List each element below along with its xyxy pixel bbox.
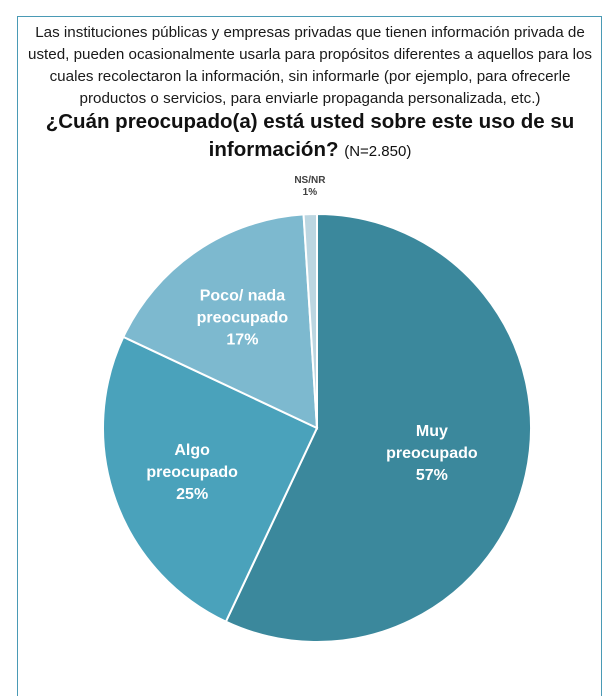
pie-slice-3: [302, 212, 318, 429]
slice-category-label: preocupado: [386, 445, 478, 462]
pie-slice-1: [102, 335, 319, 623]
question-title: ¿Cuán preocupado(a) está usted sobre est…: [20, 108, 600, 166]
chart-frame: [17, 16, 602, 696]
slice-category-label: NS/NR: [294, 175, 326, 186]
intro-text: Las instituciones públicas y empresas pr…: [28, 24, 592, 107]
slice-category-label: Poco/ nada: [200, 287, 285, 304]
slice-label-0: Muy preocupado 57%: [386, 423, 478, 484]
pie-slice-0: [224, 212, 532, 643]
slice-value-label: 1%: [303, 187, 318, 198]
slice-label-1: Algo preocupado 25%: [146, 442, 238, 503]
slice-value-label: 57%: [416, 467, 448, 484]
slice-category-label: Algo: [174, 442, 210, 459]
question-text: ¿Cuán preocupado(a) está usted sobre est…: [45, 110, 575, 161]
sample-size: (N=2.850): [344, 143, 412, 160]
slice-category-label: Muy: [416, 423, 448, 440]
slice-label-3: NS/NR1%: [294, 175, 326, 198]
slice-category-label: preocupado: [197, 309, 289, 326]
slice-category-label: preocupado: [146, 464, 238, 481]
pie-slice-2: [122, 213, 319, 430]
slice-label-2: Poco/ nada preocupado 17%: [197, 287, 289, 348]
slice-value-label: 25%: [176, 486, 208, 503]
slice-value-label: 17%: [226, 331, 258, 348]
